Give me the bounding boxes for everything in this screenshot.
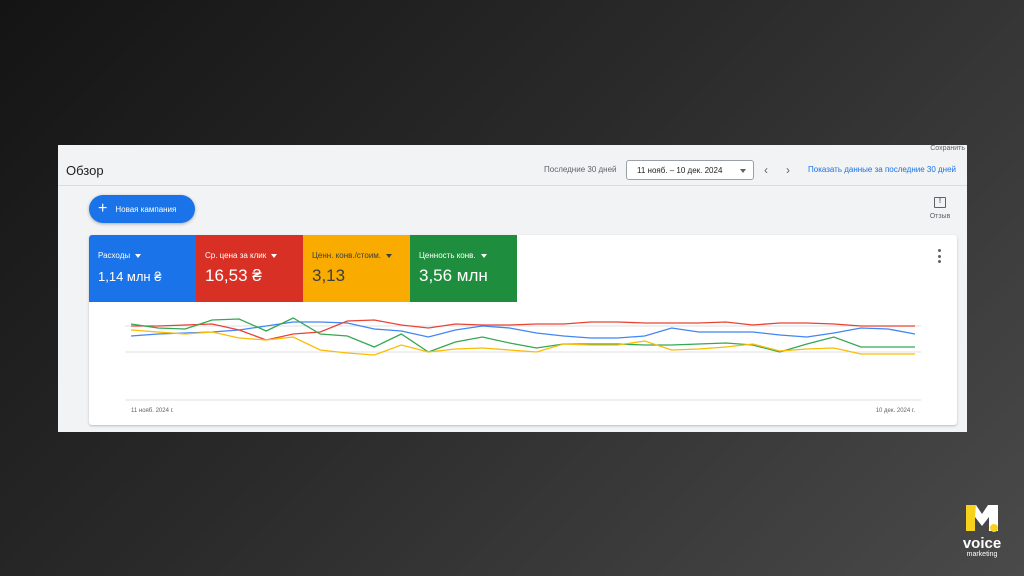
voice-m-logo-icon (966, 505, 998, 532)
date-range-label: Последние 30 дней (544, 165, 617, 174)
caret-down-icon (740, 169, 746, 173)
date-range-value: 11 нояб. – 10 дек. 2024 (637, 165, 723, 175)
metric-value: 3,56 млн (419, 266, 488, 285)
feedback-button[interactable]: ! Отзыв (926, 197, 954, 220)
new-campaign-label: Новая кампания (115, 204, 177, 214)
feedback-icon: ! (934, 197, 946, 208)
dropdown-arrow-icon[interactable] (480, 253, 487, 258)
metric-value: 16,53 ₴ (205, 266, 262, 285)
metric-value: 1,14 млн ₴ (98, 269, 162, 284)
metric-tile-avg-cpc[interactable]: Ср. цена за клик 16,53 ₴ (196, 235, 303, 302)
chart-grid (125, 325, 921, 401)
date-range-picker[interactable]: 11 нояб. – 10 дек. 2024 (626, 160, 754, 180)
metric-label: Ценн. конв./стоим. (312, 251, 382, 260)
metric-tile-conv-value[interactable]: Ценность конв. 3,56 млн (410, 235, 517, 302)
header-divider (58, 185, 967, 186)
metric-tile-conv-value-cost[interactable]: Ценн. конв./стоим. 3,13 (303, 235, 410, 302)
series-line-3 (130, 329, 915, 356)
performance-line-chart: 11 нояб. 2024 г. 10 дек. 2024 г. (125, 317, 921, 414)
chevron-left-icon[interactable]: ‹ (764, 163, 768, 177)
x-axis-end-label: 10 дек. 2024 г. (876, 408, 916, 414)
metric-tiles: Расходы 1,14 млн ₴ Ср. цена за клик 16,5… (89, 235, 517, 302)
save-link[interactable]: Сохранить (930, 145, 965, 152)
page-title: Обзор (66, 163, 104, 178)
plus-icon: + (98, 200, 108, 217)
dropdown-arrow-icon[interactable] (135, 253, 142, 258)
metric-label: Ценность конв. (419, 251, 476, 260)
logo-brand-text: voice (962, 535, 1002, 552)
series-line-0 (130, 321, 916, 339)
metric-label: Расходы (98, 251, 131, 260)
logo-sub-text: marketing (966, 551, 998, 558)
show-data-link[interactable]: Показать данные за последние 30 дней (808, 165, 957, 174)
metric-tile-spend[interactable]: Расходы 1,14 млн ₴ (89, 235, 196, 302)
voice-marketing-logo: voice marketing (952, 501, 1012, 571)
x-axis-start-label: 11 нояб. 2024 г. (131, 408, 174, 414)
series-line-1 (131, 319, 915, 341)
feedback-label: Отзыв (929, 213, 951, 220)
performance-card: Расходы 1,14 млн ₴ Ср. цена за клик 16,5… (89, 235, 957, 425)
new-campaign-button[interactable]: + Новая кампания (89, 195, 195, 223)
dropdown-arrow-icon[interactable] (271, 253, 278, 258)
chart-lines (130, 317, 916, 356)
dropdown-arrow-icon[interactable] (386, 253, 393, 258)
more-vert-icon[interactable] (935, 249, 943, 263)
google-ads-overview-panel: Сохранить Обзор Последние 30 дней 11 ноя… (58, 145, 967, 432)
chevron-right-icon[interactable]: › (786, 163, 790, 177)
metric-label: Ср. цена за клик (205, 251, 267, 260)
metric-value: 3,13 (312, 266, 346, 285)
